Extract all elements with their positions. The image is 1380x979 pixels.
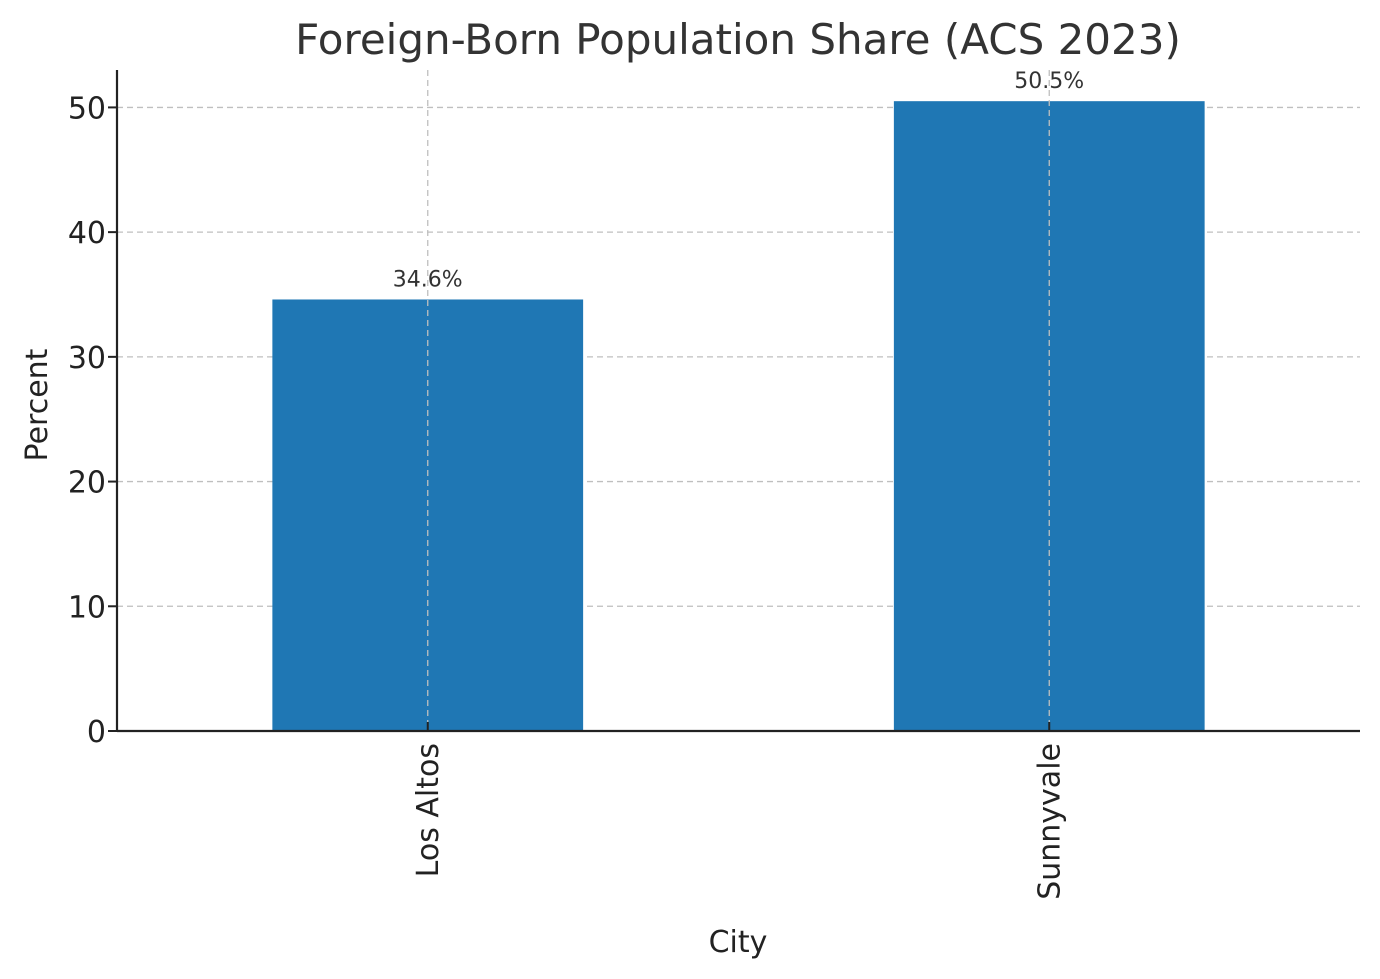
y-axis-label: Percent (20, 348, 55, 461)
vertical-grid-lines (427, 70, 1050, 731)
y-tick-label: 50 (68, 91, 106, 126)
y-tick-label: 40 (68, 216, 106, 251)
y-tick-label: 30 (68, 341, 106, 376)
bar-data-label: 50.5% (1014, 69, 1084, 94)
axes (108, 70, 1360, 733)
x-axis-label: City (709, 925, 768, 960)
y-tick-label: 0 (87, 715, 106, 750)
labels: 0 10 20 30 40 50 34.6% Los Altos 50.5% Sunnyvale (68, 69, 1084, 900)
bar (893, 101, 1205, 731)
y-tick-label: 20 (68, 466, 106, 501)
bar-data-label: 34.6% (393, 267, 463, 292)
y-tick-label: 10 (68, 590, 106, 625)
x-tick-label: Los Altos (411, 743, 446, 877)
chart-title: Foreign-Born Population Share (ACS 2023) (295, 15, 1181, 64)
bars (272, 101, 1205, 731)
x-tick-label: Sunnyvale (1032, 743, 1067, 900)
